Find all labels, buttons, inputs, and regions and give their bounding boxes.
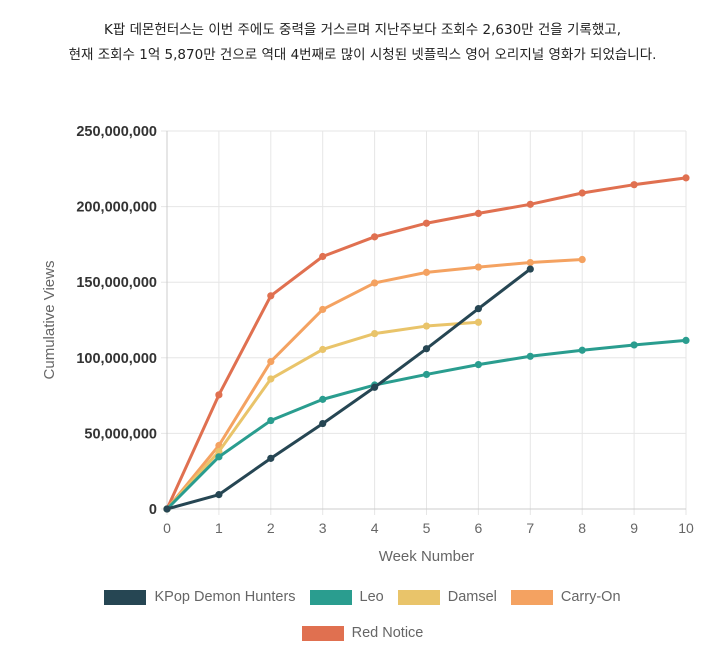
- data-point-red-notice: [215, 391, 223, 399]
- legend-swatch: [301, 625, 344, 641]
- data-point-red-notice: [319, 252, 327, 261]
- legend-label: Red Notice: [351, 625, 424, 641]
- data-point-damsel: [215, 447, 223, 456]
- data-point-leo: [319, 395, 327, 403]
- data-point-red-notice: [682, 174, 690, 182]
- data-point-carry-on: [526, 258, 534, 267]
- y-tick-label: 150,000,000: [76, 275, 157, 291]
- data-point-kpop-demon-hunters: [526, 265, 534, 273]
- legend-swatch: [309, 589, 352, 605]
- data-point-damsel: [422, 322, 431, 330]
- data-point-damsel: [267, 375, 275, 383]
- y-tick-label: 100,000,000: [76, 351, 157, 367]
- y-axis-title: Cumulative Views: [41, 261, 58, 380]
- series-line-kpop-demon-hunters: [166, 267, 532, 511]
- data-point-damsel: [371, 330, 379, 338]
- data-point-leo: [267, 416, 275, 425]
- legend-item-carry-on[interactable]: Carry-On: [510, 589, 621, 605]
- data-point-carry-on: [422, 268, 431, 276]
- x-tick-label: 10: [678, 520, 694, 536]
- data-point-red-notice: [630, 181, 638, 189]
- data-point-kpop-demon-hunters: [319, 419, 327, 428]
- data-point-carry-on: [319, 305, 327, 314]
- data-point-carry-on: [267, 357, 275, 366]
- x-tick-label: 8: [578, 520, 586, 536]
- y-tick-label: 250,000,000: [76, 124, 157, 140]
- legend-item-kpop-demon-hunters[interactable]: KPop Demon Hunters: [104, 589, 296, 605]
- data-point-red-notice: [578, 189, 586, 197]
- legend-item-red-notice[interactable]: Red Notice: [301, 625, 424, 641]
- x-tick-label: 4: [371, 520, 379, 536]
- legend-label: Damsel: [447, 589, 497, 605]
- legend-row: KPop Demon Hunters Leo Damsel Carry-On: [0, 584, 725, 610]
- legend-label: Carry-On: [560, 589, 621, 605]
- legend-swatch: [510, 589, 553, 605]
- x-tick-label: 7: [526, 520, 534, 536]
- y-tick-label: 50,000,000: [84, 426, 157, 442]
- data-point-leo: [578, 346, 586, 354]
- data-point-leo: [682, 336, 690, 345]
- legend-item-damsel[interactable]: Damsel: [397, 589, 497, 605]
- data-point-leo: [474, 361, 482, 369]
- data-point-carry-on: [474, 263, 482, 271]
- data-point-carry-on: [371, 279, 379, 287]
- data-point-kpop-demon-hunters: [163, 505, 171, 513]
- legend-label: KPop Demon Hunters: [154, 589, 296, 605]
- x-tick-label: 2: [267, 520, 275, 536]
- data-point-red-notice: [371, 233, 379, 241]
- data-point-red-notice: [422, 219, 431, 227]
- legend-swatch: [397, 589, 440, 605]
- caption-line-1: K팝 데몬헌터스는 이번 주에도 중력을 거스르며 지난주보다 조회수 2,63…: [104, 22, 621, 38]
- data-point-red-notice: [526, 200, 534, 208]
- x-tick-label: 1: [215, 520, 223, 536]
- data-point-red-notice: [474, 209, 482, 218]
- x-tick-label: 6: [475, 520, 483, 536]
- data-point-damsel: [474, 318, 482, 326]
- legend-label: Leo: [359, 589, 384, 605]
- caption-line-2: 현재 조회수 1억 5,870만 건으로 역대 4번째로 많이 시청된 넷플릭스…: [68, 47, 657, 63]
- x-tick-label: 5: [423, 520, 431, 536]
- data-point-kpop-demon-hunters: [371, 383, 379, 391]
- data-point-leo: [215, 453, 223, 461]
- data-point-kpop-demon-hunters: [474, 305, 482, 313]
- chart-caption: K팝 데몬헌터스는 이번 주에도 중력을 거스르며 지난주보다 조회수 2,63…: [0, 18, 725, 68]
- data-point-kpop-demon-hunters: [267, 454, 275, 462]
- y-tick-label: 0: [149, 502, 157, 518]
- data-point-carry-on: [578, 255, 586, 264]
- data-point-red-notice: [267, 292, 275, 300]
- data-point-leo: [526, 352, 534, 360]
- x-tick-label: 3: [319, 520, 327, 536]
- data-point-leo: [630, 341, 638, 349]
- legend-item-leo[interactable]: Leo: [309, 589, 384, 605]
- chart-legend: KPop Demon Hunters Leo Damsel Carry-On Red N…: [0, 584, 725, 656]
- legend-row: Red Notice: [0, 620, 725, 646]
- line-chart: 0 1 2 3 4 5 6 7 8 9 10 0 50,000,000 100,000,000 150,00…: [41, 124, 694, 565]
- x-tick-label: 0: [163, 520, 171, 536]
- data-point-kpop-demon-hunters: [215, 491, 223, 499]
- x-tick-label: 9: [630, 520, 638, 536]
- data-point-kpop-demon-hunters: [422, 345, 431, 353]
- legend-swatch: [104, 589, 147, 605]
- x-axis-title: Week Number: [379, 548, 475, 565]
- data-point-leo: [422, 370, 431, 379]
- data-point-damsel: [319, 345, 327, 354]
- y-tick-label: 200,000,000: [76, 200, 157, 216]
